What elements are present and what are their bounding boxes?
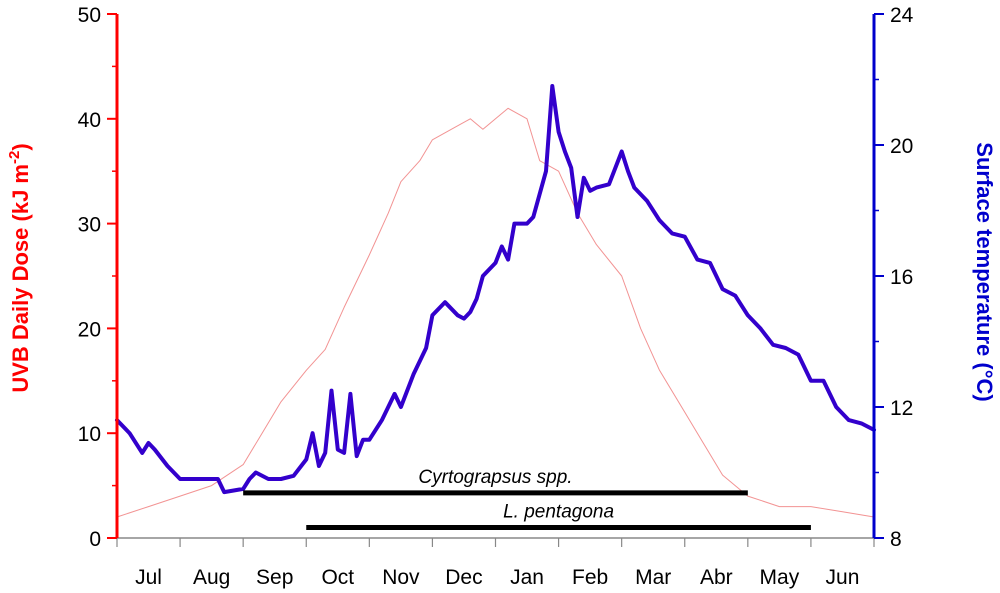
axis-layer: Jul Aug Sep Oct Nov Dec Jan Feb Mar Abr May Jun 0 10 2…: [78, 4, 914, 589]
series-layer: [115, 84, 876, 518]
x-tick-label: Nov: [382, 566, 420, 589]
x-tick-label: Mar: [635, 566, 671, 589]
species-bar-layer: Cyrtograpsus spp. L. pentagona: [243, 467, 811, 531]
x-tick-label: Feb: [572, 566, 608, 589]
species-bar-label: Cyrtograpsus spp.: [418, 467, 572, 488]
left-axis-title-close: ): [8, 143, 33, 150]
surface-temperature-line: [115, 84, 876, 495]
left-axis-title-superscript: -2: [6, 151, 23, 164]
left-tick-label: 30: [78, 214, 101, 237]
right-tick-label: 12: [890, 397, 913, 420]
x-tick-label: Aug: [193, 566, 230, 589]
left-tick-label: 50: [78, 4, 101, 27]
left-tick-label: 40: [78, 109, 101, 132]
x-tick-label: Jul: [135, 566, 162, 589]
right-tick-label: 20: [890, 135, 913, 158]
x-tick-label: Dec: [445, 566, 482, 589]
left-tick-label: 20: [78, 318, 101, 341]
x-tick-label: Abr: [700, 566, 733, 589]
left-axis-title-main: UVB Daily Dose (kJ m: [8, 164, 33, 393]
x-tick-label: Jan: [510, 566, 544, 589]
right-tick-label: 16: [890, 266, 913, 289]
x-tick-label: Sep: [256, 566, 293, 589]
left-tick-label: 0: [89, 528, 101, 551]
right-axis-title: Surface temperature (°C): [972, 142, 997, 401]
x-tick-label: Oct: [321, 566, 354, 589]
x-tick-label: Jun: [826, 566, 860, 589]
right-tick-label: 24: [890, 4, 914, 27]
right-tick-label: 8: [890, 528, 902, 551]
species-bar-label: L. pentagona: [503, 502, 614, 523]
month-tick-layer: [116, 538, 875, 547]
left-tick-label: 10: [78, 423, 101, 446]
x-tick-label: May: [760, 566, 800, 589]
left-axis-title: UVB Daily Dose (kJ m-2): [6, 143, 33, 392]
uvb-dose-line: [116, 107, 875, 518]
